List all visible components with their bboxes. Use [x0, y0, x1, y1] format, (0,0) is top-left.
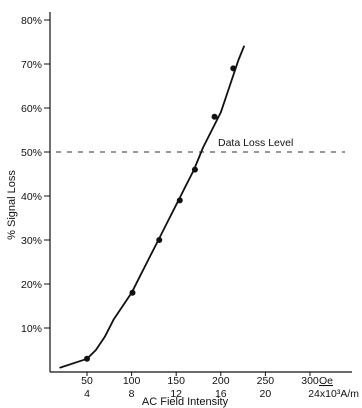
- x-unit-oe: Oe: [319, 375, 333, 387]
- data-point: [129, 289, 136, 296]
- data-point: [211, 113, 218, 120]
- data-point: [176, 197, 183, 204]
- data-point: [156, 237, 163, 243]
- y-tick-label: 30%: [21, 235, 42, 247]
- axes: [49, 12, 352, 373]
- x-tick-label-oe: 250: [257, 375, 275, 387]
- x-tick-label-am: 20: [260, 388, 272, 400]
- data-point: [84, 355, 90, 362]
- signal-loss-curve: [59, 45, 245, 369]
- x-ticks: 50 100 150 200 250 300 Oe 4 8 12 16 20 24x10³A/m: [81, 372, 359, 400]
- data-markers: [84, 65, 237, 362]
- x-tick-label-oe: 100: [123, 375, 141, 387]
- x-tick-label-am: 4: [84, 388, 90, 400]
- x-tick-label-am: 16: [215, 388, 227, 400]
- y-tick-label: 70%: [21, 59, 42, 71]
- x-tick-label-am: 8: [129, 388, 135, 400]
- x-tick-label-oe: 200: [212, 375, 230, 387]
- y-ticks: 10% 20% 30% 40% 50% 60% 70% 80%: [21, 15, 50, 335]
- x-tick-label-am: 12: [170, 388, 182, 400]
- x-axis-title: AC Field Intensity: [142, 396, 229, 408]
- y-tick-label: 10%: [21, 323, 42, 335]
- y-tick-label: 80%: [21, 15, 42, 27]
- x-tick-label-oe: 300: [301, 375, 319, 387]
- x-unit-am: 24x10³A/m: [308, 388, 359, 400]
- data-point: [230, 65, 237, 72]
- x-tick-label-oe: 50: [81, 375, 93, 387]
- y-tick-label: 40%: [21, 191, 42, 203]
- y-tick-label: 50%: [21, 147, 42, 159]
- data-loss-level-label: Data Loss Level: [218, 137, 293, 149]
- y-tick-label: 20%: [21, 279, 42, 291]
- y-tick-label: 60%: [21, 103, 42, 115]
- y-axis-title: % Signal Loss: [6, 170, 18, 240]
- data-point: [191, 166, 198, 173]
- data-loss-level-group: Data Loss Level: [56, 137, 345, 153]
- x-tick-label-oe: 150: [167, 375, 185, 387]
